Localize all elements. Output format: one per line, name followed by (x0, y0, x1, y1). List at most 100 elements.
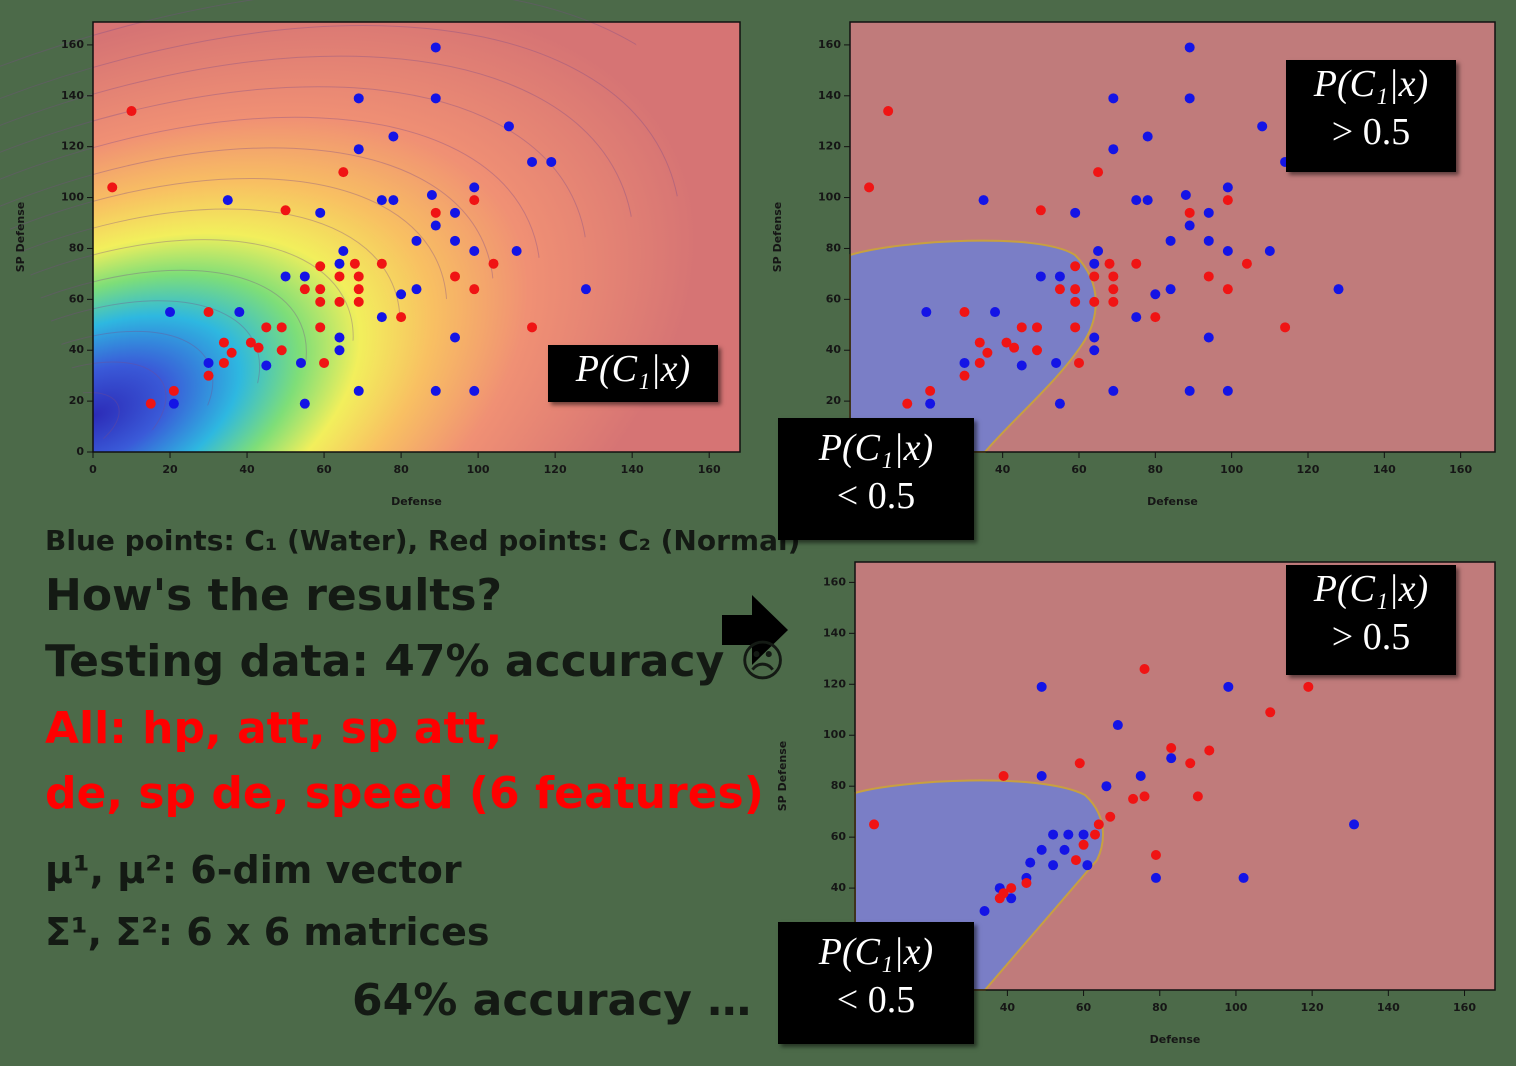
point (222, 195, 233, 206)
point (990, 307, 1001, 318)
point (1108, 296, 1119, 307)
point (145, 398, 156, 409)
x-axis-label: Defense (391, 495, 442, 508)
point (469, 182, 480, 193)
point (299, 284, 310, 295)
point (1093, 819, 1104, 830)
point (1265, 707, 1276, 718)
y-tick-label: 140 (818, 89, 841, 102)
point (353, 284, 364, 295)
point (1090, 829, 1100, 840)
y-tick-label: 40 (831, 881, 847, 894)
arrow (722, 595, 788, 665)
point (1006, 883, 1017, 894)
point (338, 167, 349, 178)
point (1238, 872, 1249, 883)
point (1070, 296, 1081, 307)
point (1222, 182, 1233, 193)
point (527, 156, 538, 167)
point (1105, 811, 1116, 822)
point (1070, 855, 1081, 866)
point (315, 284, 326, 295)
point (469, 245, 480, 256)
point (299, 398, 310, 409)
point (925, 398, 936, 409)
point (226, 347, 237, 358)
x-tick-label: 100 (1220, 463, 1243, 476)
point (1108, 385, 1119, 396)
point (1009, 342, 1020, 353)
point (1059, 844, 1070, 855)
point (280, 271, 291, 282)
point (1184, 93, 1195, 104)
x-tick-label: 60 (1071, 463, 1087, 476)
point (994, 893, 1005, 904)
point (334, 345, 345, 356)
point (234, 307, 245, 318)
point (1241, 258, 1252, 269)
point (864, 182, 875, 193)
point (1223, 681, 1234, 692)
point (334, 258, 345, 269)
y-tick-label: 140 (823, 626, 846, 639)
point (430, 207, 441, 218)
point (1070, 207, 1081, 218)
annotation: P(C₁|x) (818, 931, 934, 973)
y-tick-label: 120 (823, 677, 846, 690)
point (1180, 190, 1191, 201)
point (353, 271, 364, 282)
point (396, 312, 407, 323)
point (1185, 758, 1196, 769)
annotation-box: P(C₁|x) > 0.5 (1286, 60, 1456, 172)
point (126, 106, 137, 117)
point (376, 312, 387, 323)
x-tick-label: 60 (316, 463, 332, 476)
point (276, 345, 287, 356)
point (1082, 860, 1093, 871)
point (261, 322, 272, 333)
point (978, 195, 989, 206)
point (1222, 195, 1233, 206)
y-tick-label: 140 (61, 89, 84, 102)
annotation: P(C₁|x) (1313, 568, 1429, 610)
point (1150, 312, 1161, 323)
x-tick-label: 160 (1453, 1001, 1476, 1014)
point (299, 271, 310, 282)
point (168, 398, 179, 409)
point (376, 195, 387, 206)
point (902, 398, 913, 409)
point (450, 207, 461, 218)
point (974, 357, 985, 368)
point (1108, 93, 1119, 104)
plot-frame (849, 21, 1496, 453)
point (218, 337, 229, 348)
annotation-box: P(C₁|x) > 0.5 (1286, 565, 1456, 675)
point (1016, 322, 1027, 333)
point (315, 296, 326, 307)
point (203, 370, 214, 381)
point (295, 357, 306, 368)
point (1089, 258, 1100, 269)
point (1089, 271, 1100, 282)
point (203, 357, 214, 368)
point (1203, 332, 1214, 343)
point (974, 337, 985, 348)
point (1131, 258, 1142, 269)
point (1150, 872, 1161, 883)
y-tick-label: 120 (61, 140, 84, 153)
point (1142, 195, 1153, 206)
y-axis-label: SP Defense (776, 741, 789, 812)
point (1093, 245, 1104, 256)
point (388, 195, 399, 206)
x-tick-label: 120 (1297, 463, 1320, 476)
point (1021, 878, 1032, 888)
point (469, 385, 480, 396)
point (261, 360, 272, 371)
point (1101, 781, 1112, 792)
point (1048, 829, 1059, 840)
point (959, 357, 970, 368)
point (1035, 271, 1046, 282)
annotation: P(C₁|x) (818, 427, 934, 469)
y-tick-label: 60 (826, 292, 842, 305)
point (925, 385, 936, 396)
